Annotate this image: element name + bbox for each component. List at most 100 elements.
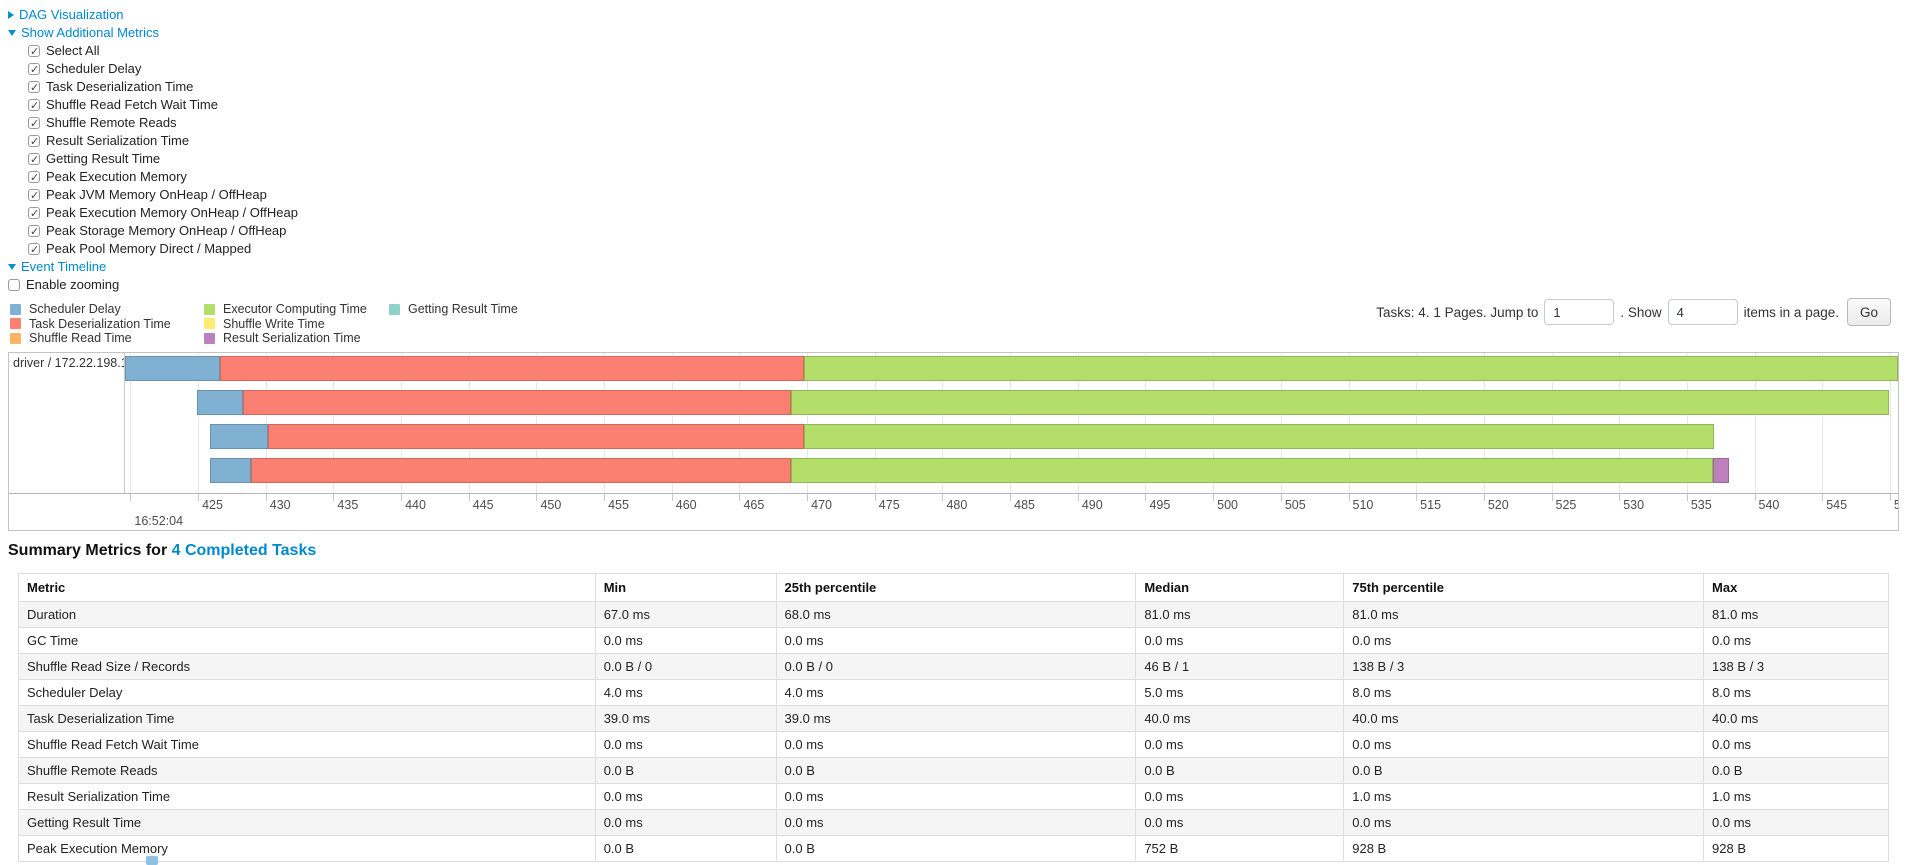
- metric-checkbox-row[interactable]: Scheduler Delay: [8, 60, 708, 79]
- metric-value-cell: 1.0 ms: [1343, 783, 1705, 810]
- executor-computing-segment[interactable]: [790, 390, 1889, 415]
- metric-value-cell: 1.0 ms: [1703, 783, 1889, 810]
- gridline: [1551, 353, 1553, 493]
- metric-checkbox-label: Peak Execution Memory OnHeap / OffHeap: [46, 205, 298, 220]
- metric-checkbox-row[interactable]: Peak Execution Memory: [8, 168, 708, 187]
- task-bar[interactable]: [125, 356, 1898, 381]
- gridline: [198, 353, 200, 493]
- metric-checkbox-row[interactable]: Result Serialization Time: [8, 132, 708, 151]
- task-deserialization-segment[interactable]: [219, 356, 805, 381]
- metric-checkbox[interactable]: [28, 187, 40, 205]
- metric-value-cell: 0.0 ms: [594, 731, 777, 758]
- metric-value-cell: 0.0 ms: [1135, 731, 1345, 758]
- executor-computing-segment[interactable]: [804, 424, 1714, 449]
- metric-value-cell: 0.0 B: [594, 757, 777, 784]
- legend-label: Shuffle Write Time: [223, 316, 325, 331]
- metric-checkbox-row[interactable]: Peak JVM Memory OnHeap / OffHeap: [8, 186, 708, 205]
- gridline: [1145, 353, 1147, 493]
- metric-checkbox[interactable]: [28, 133, 40, 151]
- metric-name-cell: Duration: [18, 601, 596, 628]
- task-bar[interactable]: [125, 458, 1898, 483]
- completed-tasks-link[interactable]: 4 Completed Tasks: [171, 542, 317, 559]
- metric-checkbox[interactable]: [28, 61, 40, 79]
- metric-checkbox-row[interactable]: Peak Storage Memory OnHeap / OffHeap: [8, 222, 708, 241]
- gridline: [1077, 353, 1079, 493]
- axis-tick-label: 430: [269, 498, 291, 512]
- metric-checkbox-row[interactable]: Shuffle Read Fetch Wait Time: [8, 96, 708, 115]
- column-header: Max: [1703, 573, 1889, 602]
- dag-visualization-toggle[interactable]: DAG Visualization: [8, 6, 708, 24]
- tick-mark: [401, 494, 403, 501]
- event-timeline-toggle[interactable]: Event Timeline: [8, 258, 708, 276]
- items-per-page-input[interactable]: [1667, 299, 1738, 325]
- task-deserialization-segment[interactable]: [250, 458, 791, 483]
- column-header: 25th percentile: [775, 573, 1137, 602]
- metric-checkbox[interactable]: [28, 43, 40, 61]
- metric-checkbox[interactable]: [28, 151, 40, 169]
- metric-checkbox-row[interactable]: Peak Pool Memory Direct / Mapped: [8, 240, 708, 259]
- scheduler-delay-segment[interactable]: [196, 390, 243, 415]
- dag-visualization-link[interactable]: DAG Visualization: [19, 7, 124, 22]
- gridline: [1348, 353, 1350, 493]
- metric-checkbox[interactable]: [28, 79, 40, 97]
- metric-checkbox[interactable]: [28, 223, 40, 241]
- metric-checkbox-label: Select All: [46, 43, 100, 58]
- gridline: [942, 353, 944, 493]
- metric-checkbox[interactable]: [28, 241, 40, 259]
- enable-zooming-label: Enable zooming: [26, 277, 120, 292]
- event-timeline-link[interactable]: Event Timeline: [21, 259, 107, 274]
- tick-mark: [265, 494, 267, 501]
- metric-value-cell: 0.0 B / 0: [594, 653, 777, 680]
- task-deserialization-segment[interactable]: [268, 424, 805, 449]
- metric-value-cell: 0.0 ms: [1343, 627, 1705, 654]
- enable-zooming-checkbox[interactable]: [8, 279, 20, 291]
- metric-checkbox[interactable]: [28, 97, 40, 115]
- tick-mark: [1754, 494, 1756, 501]
- metric-checkbox[interactable]: [28, 169, 40, 187]
- legend-column: Executor Computing Time Shuffle Write Tim…: [204, 302, 389, 346]
- metric-checkbox-row[interactable]: Shuffle Remote Reads: [8, 114, 708, 133]
- metric-name-cell: Getting Result Time: [18, 809, 596, 836]
- metric-name-cell: Scheduler Delay: [18, 679, 596, 706]
- metric-checkbox[interactable]: [28, 205, 40, 223]
- axis-tick-label: 540: [1758, 498, 1780, 512]
- pagination-summary: Tasks: 4. 1 Pages. Jump to: [1376, 304, 1539, 320]
- metric-value-cell: 138 B / 3: [1703, 653, 1889, 680]
- scheduler-delay-segment[interactable]: [125, 356, 220, 381]
- tick-mark: [942, 494, 944, 501]
- show-additional-metrics-toggle[interactable]: Show Additional Metrics: [8, 24, 708, 42]
- metric-checkbox-row[interactable]: Peak Execution Memory OnHeap / OffHeap: [8, 204, 708, 223]
- gridline: [874, 353, 876, 493]
- enable-zooming-row[interactable]: Enable zooming: [8, 276, 708, 294]
- scheduler-delay-segment[interactable]: [210, 424, 269, 449]
- task-deserialization-segment[interactable]: [242, 390, 791, 415]
- timeline-legend: Scheduler Delay Task Deserialization Time…: [10, 302, 518, 346]
- axis-tick-label: 545: [1826, 498, 1848, 512]
- metric-checkbox-row[interactable]: Task Deserialization Time: [8, 78, 708, 97]
- axis-tick-label: 445: [472, 498, 494, 512]
- metric-name-cell: Result Serialization Time: [18, 783, 596, 810]
- legend-item: Executor Computing Time: [204, 302, 389, 317]
- metric-checkbox[interactable]: [28, 115, 40, 133]
- metric-value-cell: 81.0 ms: [1343, 601, 1705, 628]
- show-additional-metrics-link[interactable]: Show Additional Metrics: [21, 25, 160, 40]
- metric-value-cell: 81.0 ms: [1703, 601, 1889, 628]
- result-serialization-segment[interactable]: [1712, 458, 1729, 483]
- metric-checkbox-row[interactable]: Select All: [8, 42, 708, 61]
- expanded-arrow-icon: [8, 30, 16, 36]
- task-bar[interactable]: [125, 390, 1898, 415]
- metric-checkbox-row[interactable]: Getting Result Time: [8, 150, 708, 169]
- scheduler-delay-segment[interactable]: [210, 458, 251, 483]
- executor-computing-segment[interactable]: [804, 356, 1898, 381]
- timeline-axis: 16:52:04 425 430 435 440 445 450 455 460 465 470 47…: [9, 493, 1898, 532]
- task-bar[interactable]: [125, 424, 1898, 449]
- table-row: Shuffle Read Size / Records 0.0 B / 0 0.0 …: [18, 653, 1889, 680]
- metric-value-cell: 0.0 ms: [775, 809, 1137, 836]
- metric-value-cell: 0.0 ms: [1343, 731, 1705, 758]
- metric-checkbox-label: Getting Result Time: [46, 151, 161, 166]
- tick-mark: [536, 494, 538, 501]
- jump-to-page-input[interactable]: [1544, 299, 1615, 325]
- executor-computing-segment[interactable]: [790, 458, 1713, 483]
- go-button[interactable]: Go: [1846, 298, 1891, 326]
- metric-value-cell: 0.0 ms: [775, 627, 1137, 654]
